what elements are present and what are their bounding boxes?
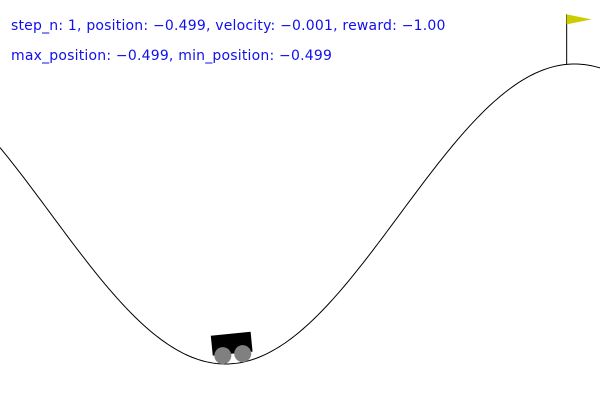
flag-cloth [566, 14, 592, 25]
flag-icon [566, 14, 592, 65]
mountain-track [0, 63, 600, 365]
status-line-step: step_n: 1, position: −0.499, velocity: −… [11, 18, 446, 34]
status-line-extrema: max_position: −0.499, min_position: −0.4… [11, 48, 333, 64]
front-wheel [234, 345, 252, 363]
car-icon [210, 331, 253, 365]
back-wheel [214, 347, 232, 365]
